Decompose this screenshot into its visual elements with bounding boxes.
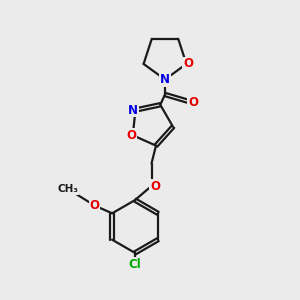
Text: CH₃: CH₃ xyxy=(57,184,78,194)
Text: N: N xyxy=(160,73,170,86)
Text: Cl: Cl xyxy=(129,257,141,271)
Text: O: O xyxy=(183,58,193,70)
Text: N: N xyxy=(128,103,138,116)
Text: O: O xyxy=(126,129,136,142)
Text: O: O xyxy=(150,179,160,193)
Text: O: O xyxy=(89,199,100,212)
Text: O: O xyxy=(188,95,198,109)
